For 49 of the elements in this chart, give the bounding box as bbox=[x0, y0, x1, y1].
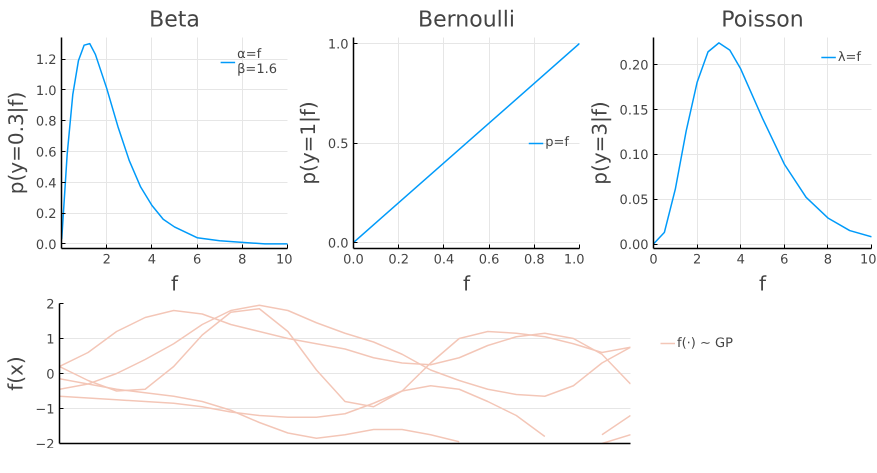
x-axis-title: f bbox=[170, 272, 179, 296]
x-tick-label: 8 bbox=[824, 252, 832, 268]
y-axis-title: p(y=1|f) bbox=[296, 101, 320, 185]
y-tick-label: 0.4 bbox=[36, 176, 57, 192]
x-tick-label: 8 bbox=[238, 252, 246, 268]
x-tick-label: 0.2 bbox=[388, 252, 410, 268]
x-tick-label: 0.8 bbox=[524, 252, 545, 268]
y-tick-label: 0.10 bbox=[620, 148, 649, 164]
x-tick-label: 0.4 bbox=[434, 252, 454, 268]
x-axis-title: f bbox=[758, 272, 767, 296]
y-tick-label: −1 bbox=[35, 402, 55, 418]
y-axis-title: p(y=0.3|f) bbox=[4, 92, 28, 194]
x-tick-label: 0.0 bbox=[343, 252, 364, 268]
x-axis-title: f bbox=[462, 272, 471, 296]
x-tick-label: 0.6 bbox=[478, 252, 500, 268]
x-tick-label: 6 bbox=[192, 252, 202, 268]
x-tick-label: 2 bbox=[102, 252, 111, 268]
y-tick-label: 0.2 bbox=[36, 207, 57, 222]
x-tick-label: 6 bbox=[780, 252, 788, 268]
x-tick-label: 4 bbox=[736, 252, 745, 268]
y-axis-title: p(y=3|f) bbox=[588, 101, 612, 185]
x-tick-label: 1.0 bbox=[564, 252, 585, 268]
legend-label: λ=f bbox=[838, 50, 861, 64]
y-tick-label: 1 bbox=[46, 332, 55, 348]
y-tick-label: 0.05 bbox=[620, 193, 649, 208]
y-tick-label: 1.2 bbox=[36, 53, 57, 68]
x-tick-label: 10 bbox=[860, 252, 877, 268]
y-tick-label: 0.15 bbox=[620, 103, 649, 118]
y-tick-label: 1.0 bbox=[328, 37, 349, 52]
chart-title: Bernoulli bbox=[418, 8, 515, 32]
x-tick-label: 4 bbox=[148, 252, 156, 268]
y-tick-label: 0.00 bbox=[620, 238, 649, 254]
chart-title: Poisson bbox=[721, 8, 804, 32]
y-tick-label: 0.0 bbox=[328, 236, 349, 252]
legend-label: α=f β=1.6 bbox=[237, 47, 277, 77]
y-tick-label: 0.8 bbox=[36, 114, 57, 130]
chart-title: Beta bbox=[149, 8, 200, 32]
legend-label: f(·) ~ GP bbox=[677, 336, 733, 350]
y-tick-label: 1.0 bbox=[36, 84, 57, 99]
y-tick-label: 0.0 bbox=[36, 238, 57, 253]
y-tick-label: 0 bbox=[46, 368, 55, 382]
legend-label: p=f bbox=[545, 135, 569, 150]
y-axis-title: f(x) bbox=[3, 356, 28, 391]
y-tick-label: 0.5 bbox=[328, 137, 349, 152]
y-tick-label: 0.20 bbox=[620, 58, 649, 74]
x-tick-label: 2 bbox=[692, 252, 702, 268]
y-tick-label: 0.6 bbox=[36, 145, 57, 160]
y-tick-label: 2 bbox=[46, 298, 55, 312]
x-tick-label: 10 bbox=[276, 252, 293, 268]
